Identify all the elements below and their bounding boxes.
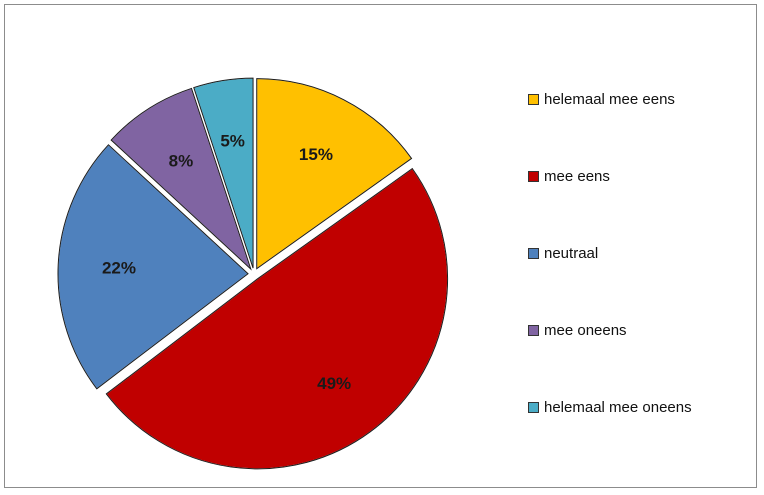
pie-chart: 15% 49% 22% 8% 5% [57,77,449,470]
chart-frame: 15% 49% 22% 8% 5% helemaal mee eens mee eens n… [4,4,757,488]
pie-slice-outline-1 [256,78,413,270]
pie-slice-outline-3 [57,144,249,390]
legend-label: helemaal mee oneens [544,398,692,416]
legend-item: mee eens [528,166,610,186]
pie-slice-outline-2 [105,167,449,470]
data-label-1: 15% [299,145,333,164]
legend-label: neutraal [544,244,599,262]
legend-swatch [528,93,539,105]
data-label-2: 49% [317,374,351,393]
pie-slice-outline-4 [110,87,252,271]
legend-swatch [528,170,539,182]
legend-item: neutraal [528,243,598,263]
legend-swatch [528,401,539,413]
legend-item: mee oneens [528,320,627,340]
legend-label: helemaal mee eens [544,90,675,108]
data-label-4: 8% [169,151,194,170]
legend-item: helemaal mee eens [528,89,675,109]
legend-swatch [528,324,539,336]
legend-label: mee oneens [544,321,627,339]
data-label-5: 5% [220,131,245,150]
legend-label: mee eens [544,167,610,185]
legend-swatch [528,247,539,259]
data-label-3: 22% [102,259,136,278]
legend-item: helemaal mee oneens [528,397,692,417]
pie-slice-outline-5 [193,77,254,269]
